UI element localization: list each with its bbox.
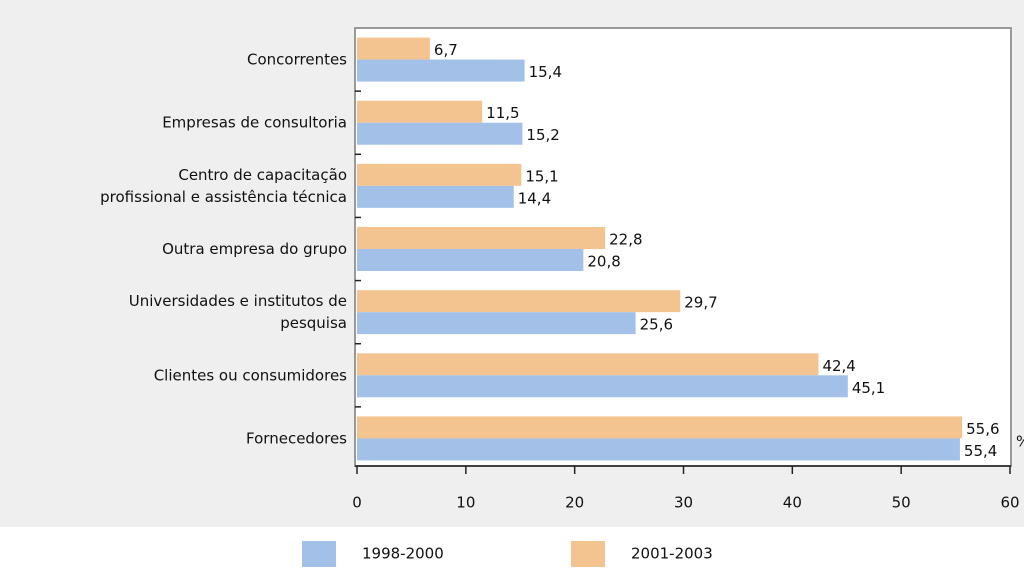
bar	[357, 163, 522, 186]
y-tick-label-line: Outra empresa do grupo	[162, 240, 347, 258]
y-tick-label-line: Empresas de consultoria	[162, 113, 347, 131]
bar	[357, 185, 514, 208]
value-label: 15,1	[525, 167, 558, 185]
legend-swatch	[571, 541, 605, 567]
y-tick-label-line: Fornecedores	[246, 429, 347, 447]
value-label: 55,4	[964, 442, 997, 460]
bar	[357, 59, 525, 82]
x-tick-label: 0	[352, 494, 362, 512]
x-tick-label: 30	[674, 494, 693, 512]
y-tick-label-line: Clientes ou consumidores	[154, 366, 347, 384]
value-label: 15,4	[529, 63, 562, 81]
bar	[357, 290, 681, 313]
y-tick-label: Clientes ou consumidores	[154, 366, 347, 384]
legend-label: 1998-2000	[362, 545, 444, 563]
bar	[357, 227, 606, 249]
bar	[357, 353, 819, 376]
x-tick-label: 60	[1000, 494, 1019, 512]
value-label: 6,7	[434, 41, 458, 59]
value-label: 42,4	[822, 357, 855, 375]
bar	[357, 438, 960, 461]
value-label: 45,1	[852, 379, 885, 397]
y-tick-label: Outra empresa do grupo	[162, 240, 347, 258]
y-tick-label: Centro de capacitação profissional e assi…	[100, 165, 347, 205]
y-tick-label-line: Universidades e institutos de	[129, 292, 347, 310]
bar	[357, 249, 584, 271]
y-tick-label: Concorrentes	[247, 50, 347, 68]
y-tick-label-line: pesquisa	[280, 314, 347, 332]
bar	[357, 312, 636, 335]
legend-label: 2001-2003	[631, 545, 713, 563]
bar	[357, 37, 430, 60]
bar	[357, 375, 848, 398]
value-label: 15,2	[526, 126, 559, 144]
legend-swatch	[302, 541, 336, 567]
y-tick-label: Fornecedores	[246, 429, 347, 447]
y-tick-label: Empresas de consultoria	[162, 113, 347, 131]
value-label: 11,5	[486, 104, 519, 122]
x-tick-label: 20	[565, 494, 584, 512]
value-label: 14,4	[518, 189, 551, 207]
bar	[357, 122, 523, 145]
value-label: 55,6	[966, 420, 999, 438]
y-tick-label: Universidades e institutos de pesquisa	[129, 292, 347, 332]
unit-label: %	[1016, 433, 1024, 451]
value-label: 29,7	[684, 294, 717, 312]
value-label: 25,6	[640, 316, 673, 334]
y-tick-label-line: profissional e assistência técnica	[100, 187, 347, 205]
value-label: 20,8	[587, 253, 620, 271]
x-tick-label: 50	[892, 494, 911, 512]
value-label: 22,8	[609, 231, 642, 249]
x-tick-label: 10	[456, 494, 475, 512]
y-tick-label-line: Concorrentes	[247, 50, 347, 68]
bar	[357, 100, 483, 123]
x-tick-label: 40	[783, 494, 802, 512]
bar	[357, 416, 963, 439]
y-tick-label-line: Centro de capacitação	[178, 165, 347, 183]
